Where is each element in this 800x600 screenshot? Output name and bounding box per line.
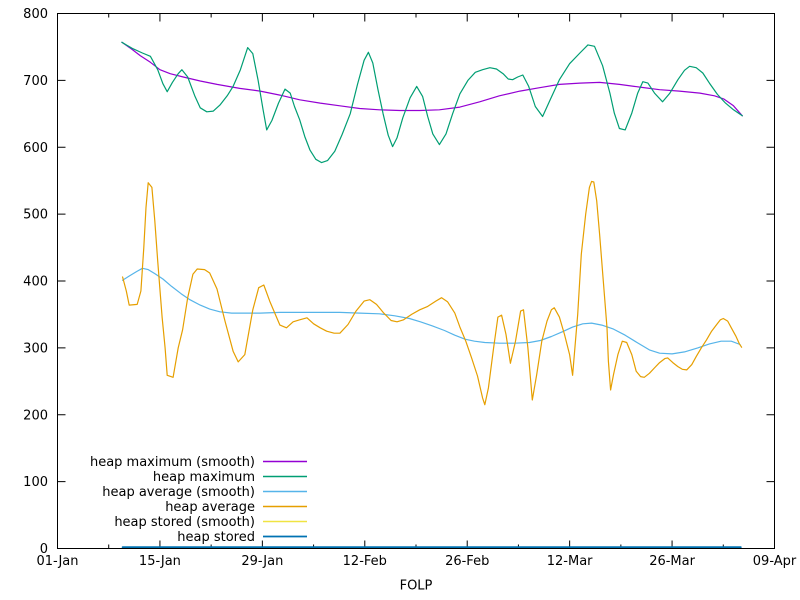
- y-tick-label: 0: [40, 542, 48, 557]
- x-axis-title: FOLP: [400, 579, 433, 594]
- x-tick-label: 12-Mar: [547, 554, 593, 569]
- x-tick-label: 12-Feb: [343, 554, 387, 569]
- y-tick-label: 300: [23, 341, 48, 356]
- series-line-heap-maximum-smooth: [121, 41, 743, 117]
- legend-label: heap average: [165, 500, 255, 515]
- x-tick-label: 26-Feb: [445, 554, 489, 569]
- legend-label: heap stored (smooth): [114, 515, 255, 530]
- y-tick-label: 500: [23, 208, 48, 223]
- x-tick-label: 01-Jan: [37, 554, 79, 569]
- series-line-heap-maximum: [121, 41, 743, 164]
- y-tick-label: 100: [23, 475, 48, 490]
- y-tick-label: 400: [23, 275, 48, 290]
- y-tick-label: 800: [23, 7, 48, 22]
- legend-label: heap maximum: [153, 470, 255, 485]
- x-tick-label: 29-Jan: [241, 554, 283, 569]
- y-tick-label: 200: [23, 408, 48, 423]
- x-tick-label: 09-Apr: [753, 554, 797, 569]
- legend-label: heap stored: [177, 530, 255, 545]
- series-line-heap-average-smooth: [121, 267, 741, 355]
- plot-border: [57, 13, 775, 549]
- legend-label: heap maximum (smooth): [90, 455, 255, 470]
- x-tick-label: 26-Mar: [649, 554, 695, 569]
- x-tick-label: 15-Jan: [139, 554, 181, 569]
- series-line-heap-average: [121, 180, 743, 406]
- y-tick-label: 600: [23, 141, 48, 156]
- y-tick-label: 700: [23, 74, 48, 89]
- legend-label: heap average (smooth): [102, 485, 255, 500]
